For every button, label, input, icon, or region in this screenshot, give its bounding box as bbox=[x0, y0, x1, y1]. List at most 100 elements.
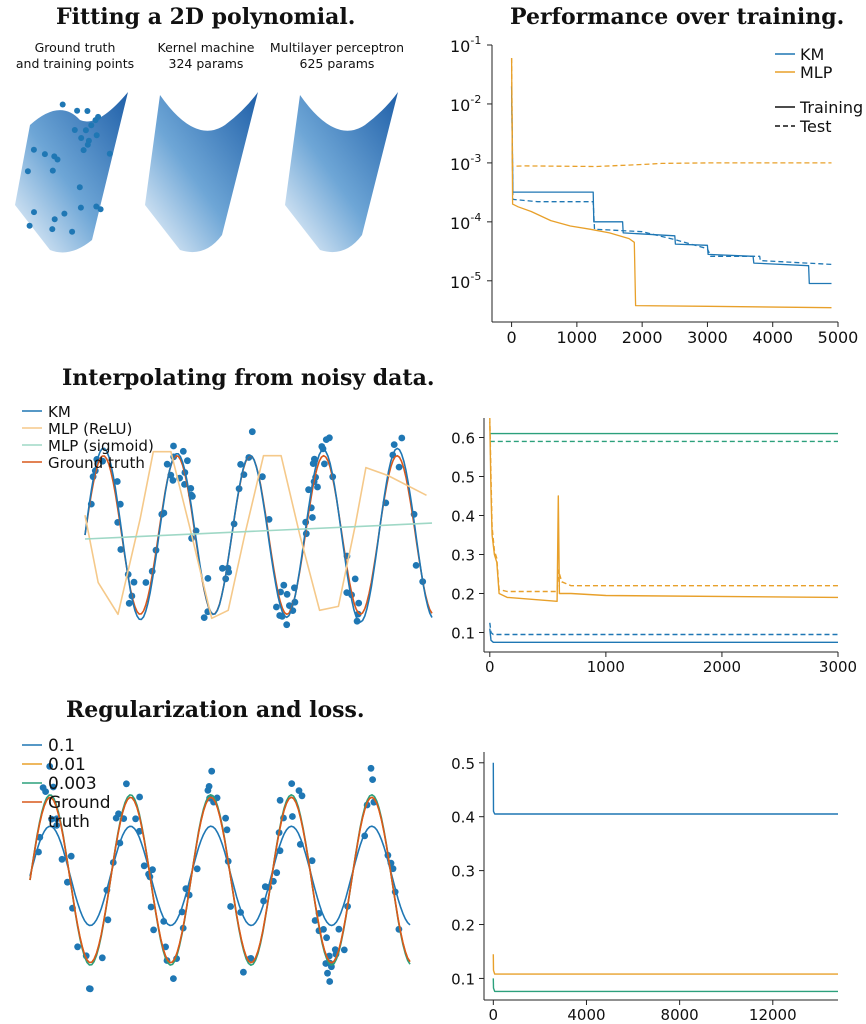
y-tick-label: 0.2 bbox=[451, 586, 475, 604]
data-point bbox=[179, 447, 187, 455]
data-point bbox=[280, 581, 288, 589]
data-point bbox=[46, 763, 54, 770]
y-tick-label: 10-3 bbox=[450, 152, 481, 174]
data-point bbox=[395, 463, 403, 471]
x-tick-label: 3000 bbox=[819, 658, 857, 676]
data-point bbox=[150, 926, 158, 934]
data-point bbox=[123, 780, 130, 788]
chart-regularization-loss: 0 4000 8000 12000 0.1 0.2 0.3 0.4 0.5 bbox=[451, 752, 838, 1024]
series-mlp-sigmoid bbox=[84, 522, 433, 540]
training-point bbox=[97, 206, 104, 213]
y-tick-base: 10 bbox=[450, 273, 470, 292]
data-point bbox=[335, 925, 343, 933]
caption-kernel-machine-line1: Kernel machine bbox=[157, 40, 255, 55]
training-point bbox=[74, 107, 81, 114]
data-point bbox=[74, 943, 81, 951]
training-point bbox=[31, 209, 37, 216]
series-ground-truth bbox=[29, 796, 411, 964]
legend-label-mlp: MLP bbox=[800, 63, 833, 82]
data-point bbox=[142, 579, 150, 586]
data-point bbox=[204, 575, 212, 582]
training-point bbox=[82, 127, 89, 134]
data-point bbox=[136, 793, 144, 801]
data-point bbox=[309, 514, 316, 521]
training-point bbox=[49, 226, 56, 233]
training-point bbox=[95, 113, 102, 120]
x-tick-label: 2000 bbox=[703, 658, 741, 676]
y-tick-label: 0.5 bbox=[451, 469, 475, 487]
data-point bbox=[204, 787, 212, 794]
caption-kernel-machine-line2: 324 params bbox=[168, 56, 244, 71]
training-point bbox=[51, 153, 58, 160]
training-point bbox=[49, 167, 56, 174]
data-point bbox=[273, 869, 281, 877]
training-point bbox=[26, 222, 33, 229]
surface-training-points bbox=[24, 101, 113, 235]
title-regularization: Regularization and loss. bbox=[66, 697, 365, 723]
legend-label-training: Training bbox=[799, 98, 863, 117]
series-0-1 bbox=[492, 762, 838, 815]
x-tick-label: 4000 bbox=[567, 1006, 605, 1024]
data-point bbox=[273, 603, 280, 611]
data-point bbox=[237, 461, 245, 468]
caption-mlp-line1: Multilayer perceptron bbox=[269, 40, 405, 55]
x-tick-label: 0 bbox=[485, 658, 495, 676]
training-point bbox=[61, 210, 68, 217]
x-tick-label: 4000 bbox=[752, 328, 793, 347]
caption-kernel-machine: Kernel machine 324 params bbox=[136, 40, 276, 72]
data-point bbox=[323, 934, 330, 942]
data-point bbox=[117, 546, 125, 553]
y-tick-label: 0.3 bbox=[451, 863, 475, 881]
series-km-test bbox=[489, 622, 838, 636]
data-point bbox=[353, 617, 361, 625]
y-tick-base: 10 bbox=[450, 214, 470, 233]
data-point bbox=[324, 969, 331, 977]
data-point bbox=[48, 815, 55, 823]
data-point bbox=[132, 815, 140, 823]
data-point bbox=[340, 946, 348, 954]
training-point bbox=[69, 228, 76, 235]
data-point bbox=[289, 813, 296, 820]
data-point bbox=[259, 473, 266, 481]
data-point bbox=[227, 903, 235, 910]
data-point bbox=[193, 865, 201, 873]
data-point bbox=[314, 483, 321, 491]
legend-label-ground-truth: Ground truth bbox=[48, 454, 145, 472]
data-point bbox=[67, 852, 75, 860]
data-point bbox=[115, 810, 122, 818]
training-point bbox=[88, 122, 95, 129]
y-tick-label: 0.4 bbox=[451, 508, 475, 526]
caption-mlp: Multilayer perceptron 625 params bbox=[262, 40, 412, 72]
data-point bbox=[104, 916, 112, 924]
training-point bbox=[77, 204, 84, 211]
data-point bbox=[248, 428, 256, 436]
data-point bbox=[208, 767, 216, 775]
data-point bbox=[412, 562, 420, 569]
data-point bbox=[355, 599, 363, 607]
x-tick-label: 3000 bbox=[687, 328, 728, 347]
y-tick-label: 10-1 bbox=[450, 34, 481, 56]
y-tick-label: 0.1 bbox=[451, 625, 475, 643]
x-tick-label: 2000 bbox=[622, 328, 663, 347]
data-point bbox=[86, 985, 93, 992]
y-tick-label: 10-5 bbox=[450, 270, 481, 292]
data-point bbox=[125, 599, 133, 607]
title-interpolating: Interpolating from noisy data. bbox=[62, 365, 435, 391]
training-point bbox=[30, 146, 37, 153]
x-tick-label: 8000 bbox=[661, 1006, 699, 1024]
data-point bbox=[58, 855, 66, 863]
data-point bbox=[184, 457, 191, 465]
y-tick-label: 10-2 bbox=[450, 93, 481, 115]
legend-label-0-1: 0.1 bbox=[48, 736, 75, 756]
training-point bbox=[93, 132, 100, 139]
data-point bbox=[53, 822, 61, 829]
y-tick-exp: -3 bbox=[470, 152, 481, 165]
series-0-01 bbox=[492, 954, 838, 975]
data-point bbox=[367, 764, 375, 772]
data-point bbox=[147, 903, 155, 911]
data-point bbox=[305, 486, 312, 494]
